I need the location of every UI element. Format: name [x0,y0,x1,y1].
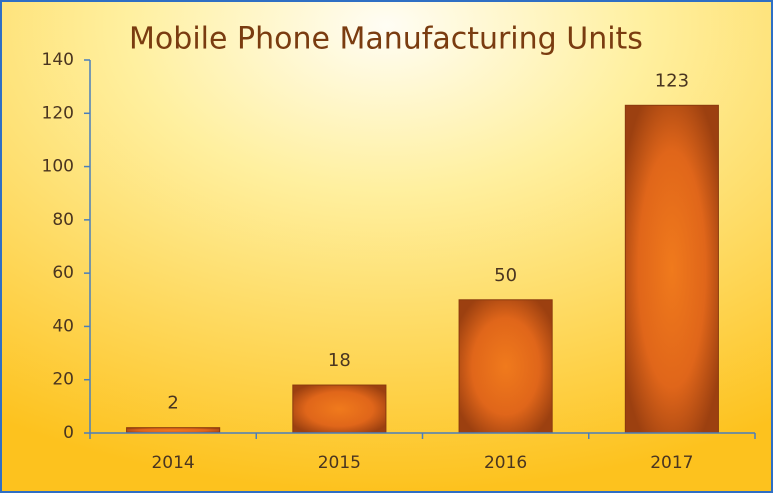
y-tick-label: 100 [42,157,74,177]
x-tick-label: 2015 [318,453,361,473]
bar [126,427,221,434]
y-tick-label: 20 [52,370,74,390]
y-tick-label: 80 [52,210,74,230]
bar [292,384,387,434]
x-tick-label: 2017 [650,453,693,473]
data-label: 123 [655,70,689,91]
chart-title: Mobile Phone Manufacturing Units [129,22,643,57]
y-tick-label: 140 [42,50,74,70]
data-label: 2 [167,393,178,414]
y-tick-label: 120 [42,103,74,123]
x-tick-label: 2016 [484,453,527,473]
y-tick-label: 0 [63,423,74,443]
bar [624,104,719,434]
x-tick-label: 2014 [151,453,194,473]
bar [458,299,553,434]
y-tick-label: 40 [52,316,74,336]
data-label: 18 [328,350,351,371]
y-tick-label: 60 [52,263,74,283]
data-label: 50 [494,265,517,286]
